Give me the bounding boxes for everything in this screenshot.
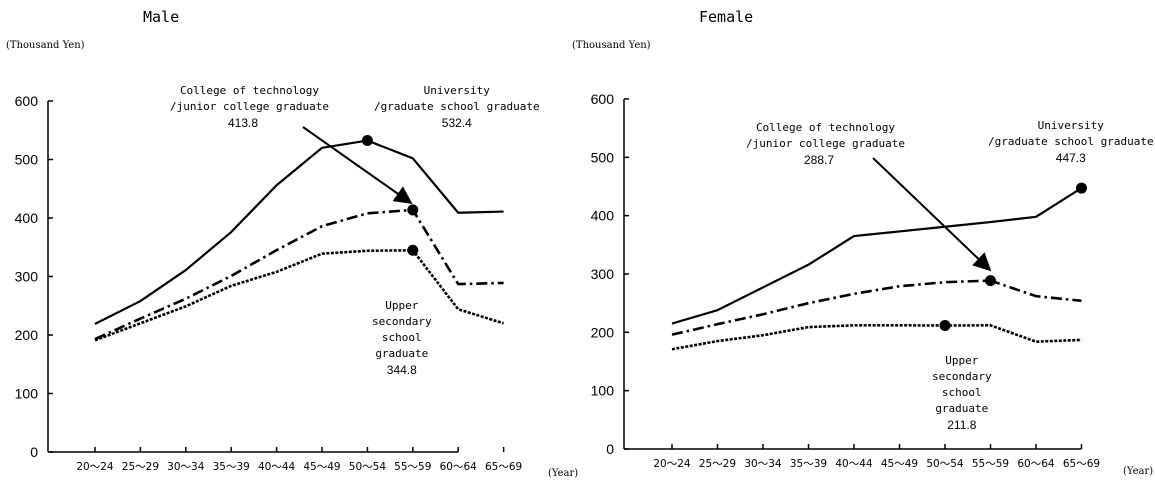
- x-tick-label: 30～34: [744, 458, 782, 470]
- peak-marker-college: [407, 204, 419, 216]
- y-tick-label: 100: [591, 383, 615, 399]
- annotation-upper: Upper secondary school graduate 211.8: [932, 353, 992, 433]
- annotation-upper-label: Upper secondary school graduate: [932, 354, 992, 415]
- y-tick-label: 0: [606, 441, 614, 457]
- x-tick-label: 50～54: [926, 458, 964, 470]
- annotation-arrow: [872, 157, 992, 272]
- y-tick-label: 600: [15, 93, 39, 109]
- series-line-university: [671, 187, 1083, 325]
- peak-marker-upper: [407, 244, 419, 256]
- x-tick-label: 30～34: [167, 461, 205, 473]
- x-tick-label: 55～59: [394, 461, 431, 473]
- x-tick-label: 50～54: [349, 461, 387, 473]
- x-tick-label: 20～24: [76, 461, 114, 473]
- peak-marker-university: [361, 135, 373, 147]
- y-tick-label: 200: [591, 324, 615, 340]
- y-axis-unit-label: (Thousand Yen): [6, 40, 85, 51]
- series-line-upper: [671, 324, 1082, 351]
- annotation-university-label: University /graduate school graduate: [988, 119, 1154, 148]
- annotation-upper-value: 344.8: [386, 363, 417, 377]
- chart-title: Female: [699, 8, 754, 26]
- y-tick-label: 300: [591, 266, 615, 282]
- y-tick-label: 400: [591, 208, 615, 224]
- y-tick-label: 0: [30, 444, 38, 460]
- x-axis-unit-label: (Year): [1123, 466, 1154, 477]
- x-tick-label: 40～44: [835, 458, 873, 470]
- series-line-college: [671, 279, 1082, 336]
- annotation-college-value: 288.7: [804, 153, 835, 167]
- y-tick-label: 100: [15, 386, 39, 402]
- x-tick-label: 45～49: [303, 461, 340, 473]
- annotation-college: College of technology /junior college gr…: [746, 120, 905, 168]
- annotation-upper-value: 211.8: [947, 418, 977, 432]
- x-tick-label: 45～49: [881, 458, 918, 470]
- y-tick-label: 300: [15, 269, 39, 285]
- x-tick-label: 65～69: [485, 461, 522, 473]
- annotation-upper-label: Upper secondary school graduate: [372, 299, 432, 360]
- annotation-college-label: College of technology /junior college gr…: [170, 84, 329, 113]
- annotation-college: College of technology /junior college gr…: [170, 83, 329, 131]
- annotation-upper: Upper secondary school graduate 344.8: [372, 298, 432, 378]
- x-tick-label: 25～29: [122, 461, 159, 473]
- annotation-university-value: 447.3: [1055, 151, 1086, 165]
- x-tick-label: 40～44: [258, 461, 296, 473]
- annotation-college-value: 413.8: [228, 116, 259, 130]
- series-line-college: [94, 208, 504, 341]
- x-tick-label: 20～24: [653, 458, 691, 470]
- x-tick-label: 60～64: [440, 461, 478, 473]
- x-axis-unit-label: (Year): [548, 468, 579, 479]
- y-tick-label: 600: [591, 91, 615, 107]
- annotation-university: University /graduate school graduate 447…: [988, 118, 1154, 166]
- series-line-upper: [94, 248, 504, 342]
- x-tick-label: 25～29: [699, 458, 736, 470]
- x-tick-label: 35～39: [790, 458, 827, 470]
- female-chart-panel: Female (Thousand Yen) 0 100 200 300 400 500 60…: [568, 0, 1155, 481]
- y-tick-label: 200: [15, 327, 39, 343]
- chart-title: Male: [143, 8, 180, 26]
- annotation-arrow: [302, 126, 413, 205]
- male-chart-plot: 0 100 200 300 400 500 600 20～24 25～29 30～34 35～39 4…: [15, 93, 523, 473]
- female-chart-plot: 0 100 200 300 400 500 600 20～24 25～29 30～34 35～39 4…: [591, 91, 1100, 470]
- y-tick-label: 500: [15, 152, 39, 168]
- series-line-university: [94, 139, 504, 325]
- x-tick-label: 65～69: [1063, 458, 1100, 470]
- y-axis-unit-label: (Thousand Yen): [572, 40, 651, 51]
- annotation-college-label: College of technology /junior college gr…: [746, 121, 905, 150]
- peak-marker-upper: [939, 319, 951, 331]
- x-tick-label: 35～39: [213, 461, 250, 473]
- peak-marker-university: [1076, 182, 1087, 194]
- y-tick-label: 400: [15, 210, 39, 226]
- y-tick-label: 500: [591, 149, 615, 165]
- x-tick-label: 55～59: [972, 458, 1009, 470]
- annotation-university-label: University /graduate school graduate: [374, 84, 540, 113]
- male-chart-panel: Male (Thousand Yen) 0 100 200 300 400 500 600 2…: [6, 8, 579, 479]
- annotation-university: University /graduate school graduate 532…: [374, 83, 540, 131]
- peak-marker-college: [985, 275, 996, 287]
- annotation-university-value: 532.4: [441, 116, 472, 130]
- x-tick-label: 60～64: [1017, 458, 1055, 470]
